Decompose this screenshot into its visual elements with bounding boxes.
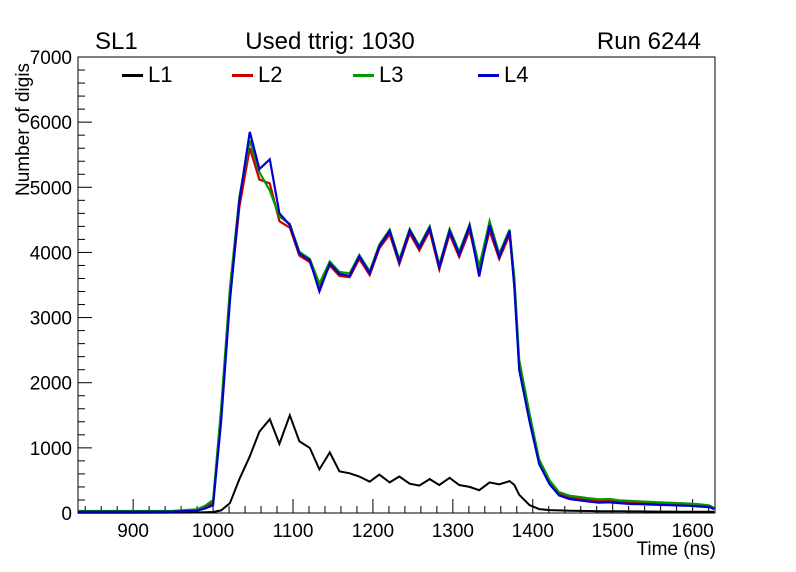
y-tick-label: 1000 — [30, 439, 72, 460]
x-tick-label: 1100 — [273, 521, 314, 542]
y-axis-title: Number of digis — [13, 62, 34, 196]
legend-dash-l4-icon — [478, 73, 499, 77]
x-axis-title: Time (ns) — [636, 539, 716, 560]
y-tick-label: 4000 — [30, 243, 72, 264]
legend-label-l1: L1 — [148, 62, 173, 87]
y-tick-label: 7000 — [30, 48, 72, 69]
x-tick-label: 1200 — [352, 521, 394, 542]
legend-item-l3: L3 — [353, 63, 403, 87]
x-tick-label: 1400 — [512, 521, 554, 542]
y-tick-label: 6000 — [30, 113, 72, 134]
x-tick-label: 1600 — [671, 521, 713, 542]
y-tick-label: 5000 — [30, 178, 72, 199]
x-tick-label: 1500 — [592, 521, 634, 542]
series-line-l4 — [78, 131, 715, 513]
plot-frame — [77, 56, 716, 514]
legend-label-l2: L2 — [258, 62, 283, 87]
legend-dash-l1-icon — [122, 73, 143, 77]
legend-label-l4: L4 — [504, 62, 529, 87]
legend-item-l2: L2 — [232, 63, 282, 87]
run-number-title: Run 6244 — [596, 28, 701, 55]
y-tick-label: 3000 — [30, 309, 72, 330]
legend-dash-l3-icon — [353, 73, 374, 77]
legend-label-l3: L3 — [379, 62, 404, 87]
x-tick-label: 900 — [117, 521, 149, 542]
series-line-l1 — [78, 412, 715, 514]
legend-item-l4: L4 — [478, 63, 528, 87]
series-line-l2 — [78, 147, 715, 513]
x-tick-label: 1000 — [192, 521, 234, 542]
y-tick-label: 2000 — [30, 374, 72, 395]
legend-item-l1: L1 — [122, 63, 172, 87]
superlayer-title: SL1 — [95, 28, 138, 55]
legend-dash-l2-icon — [232, 73, 253, 77]
series-line-l3 — [78, 140, 715, 513]
ttrig-title: Used ttrig: 1030 — [245, 28, 415, 55]
x-tick-label: 1300 — [432, 521, 474, 542]
y-tick-label: 0 — [61, 504, 72, 525]
